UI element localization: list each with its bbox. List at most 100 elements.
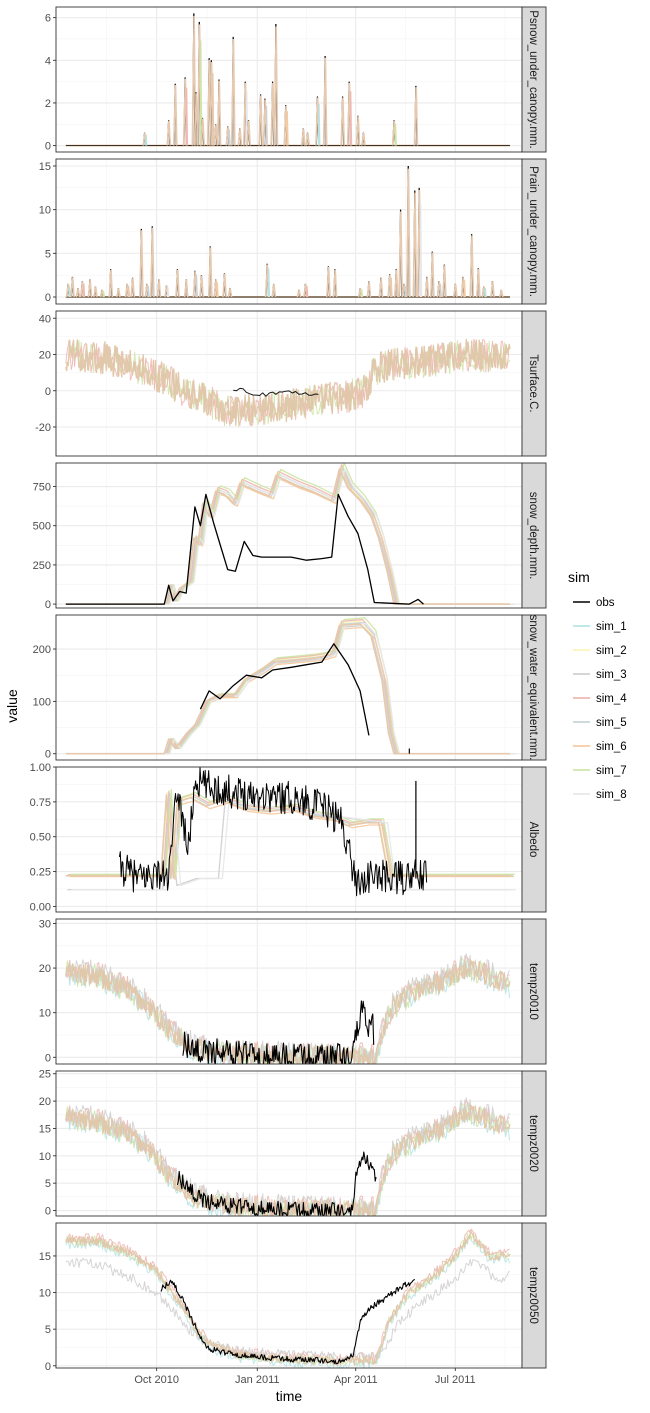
y-tick-label: 500 [33, 521, 51, 533]
facet-strip [521, 6, 547, 153]
x-tick-label: Apr 2011 [334, 1374, 378, 1386]
legend-label: sim_8 [596, 789, 627, 801]
obs-line [160, 1278, 416, 1365]
legend-label: sim_2 [596, 645, 627, 657]
obs-line [199, 643, 370, 736]
sim-spike [227, 288, 233, 298]
panel-background [56, 7, 522, 152]
y-tick-label: 0 [45, 1361, 51, 1373]
facet-strip [521, 1070, 547, 1217]
sim-spike [183, 279, 189, 298]
sim-line [65, 959, 511, 1064]
sim-spike [326, 267, 331, 298]
sim-line [65, 340, 511, 427]
panel-background [56, 463, 522, 608]
y-tick-label: 5 [45, 1324, 51, 1336]
sim-spike-alt [199, 40, 203, 146]
sim-spike [258, 95, 263, 146]
sim-spike [366, 281, 372, 298]
obs-line [65, 493, 424, 605]
sim-spike [199, 275, 204, 298]
sim-line [71, 468, 516, 605]
sim-spike-alt [82, 283, 86, 298]
panel-data [65, 1228, 511, 1368]
facet-panel: 0.00 0.25 0.50 0.75 1.00 Albedo [30, 762, 547, 913]
sim-spike [108, 269, 114, 298]
facet-strip [521, 158, 547, 305]
y-tick-label: 20 [39, 1096, 51, 1108]
y-tick-label: 20 [39, 963, 51, 975]
sim-spike [273, 26, 279, 146]
sim-spike [413, 87, 419, 146]
sim-spike [412, 192, 418, 298]
y-tick-label: 25 [39, 1069, 51, 1081]
y-tick-label: 0.00 [30, 901, 51, 913]
sim-spike [200, 118, 205, 146]
sim-spike-alt [439, 283, 442, 298]
sim-spike [70, 277, 75, 298]
panel-data [65, 13, 510, 147]
facet-strip-label: snow_water_equivalent.mm. [527, 615, 539, 761]
sim-spike-alt [419, 204, 423, 298]
y-tick-label: 0 [45, 292, 51, 304]
y-tick-label: 15 [39, 1251, 51, 1263]
facet-panel: 0 5 10 15 Prain_under_canopy.mm. [39, 158, 547, 305]
sim-spike-alt [127, 285, 131, 298]
panel-data [65, 463, 516, 605]
sim-spike-alt [145, 134, 148, 146]
sim-spike [213, 124, 219, 146]
legend-label: sim_6 [596, 741, 627, 753]
y-tick-label: 0.25 [30, 867, 51, 879]
facet-panel: 0 100 200 snow_water_equivalent.mm. [33, 614, 547, 761]
y-tick-label: 0 [45, 141, 51, 153]
y-tick-label: 30 [39, 918, 51, 930]
y-tick-label: 6 [45, 13, 51, 25]
facet-strip-label: tempz0050 [527, 1267, 539, 1324]
y-tick-label: 20 [39, 350, 51, 362]
panel-data [65, 617, 516, 755]
sim-spike-alt [360, 289, 364, 298]
y-tick-label: 0 [45, 599, 51, 611]
y-tick-label: 10 [39, 1151, 51, 1163]
sim-spike-alt [317, 103, 321, 146]
sim-spike [296, 289, 302, 298]
legend-label: sim_3 [596, 669, 627, 681]
y-tick-label: 10 [39, 205, 51, 217]
y-tick-label: 0 [45, 1206, 51, 1218]
sim-spike-alt [245, 91, 249, 146]
sim-spike [246, 120, 251, 146]
facet-strip [521, 310, 547, 457]
sim-spike [469, 235, 475, 298]
sim-spike-alt [265, 105, 268, 146]
sim-spike-alt [68, 285, 72, 298]
legend-label: sim_4 [596, 693, 627, 705]
facet-strip-label: Albedo [527, 822, 539, 858]
panel-background [56, 1223, 522, 1368]
sim-line [65, 1257, 510, 1362]
facet-strip [521, 918, 547, 1065]
sim-spike [75, 288, 81, 298]
y-tick-label: 15 [39, 1123, 51, 1135]
sim-spike [405, 168, 411, 298]
sim-spike [193, 93, 199, 146]
sim-spike [332, 269, 338, 298]
sim-spike [191, 16, 197, 146]
legend: sim obs sim_1 sim_2 sim_3 sim_4 sim_5 sim_6sim… [568, 569, 627, 801]
sim-spike [93, 286, 98, 298]
y-tick-label: 0.75 [30, 797, 51, 809]
sim-line [69, 797, 514, 880]
sim-spike-alt [185, 87, 189, 146]
y-tick-label: 0.50 [30, 832, 51, 844]
panel-data [65, 338, 511, 427]
y-tick-label: 1.00 [30, 762, 51, 774]
sim-spike-alt [211, 73, 215, 146]
sim-spike [490, 281, 495, 298]
y-tick-label: 40 [39, 313, 51, 325]
sim-spike [430, 252, 435, 298]
facet-strip-label: snow_depth.mm. [527, 492, 539, 580]
y-tick-label: 5 [45, 1178, 51, 1190]
sim-spike [424, 277, 430, 298]
sim-spike [498, 289, 504, 298]
legend-label: sim_1 [596, 621, 627, 633]
sim-spike [139, 230, 144, 298]
